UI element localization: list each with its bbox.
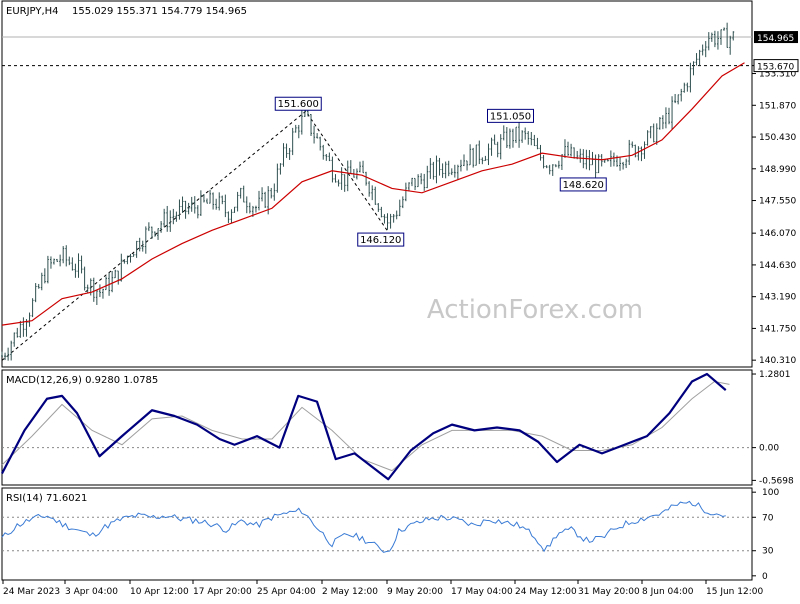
rsi-title: RSI(14) 71.6021 [6,493,87,504]
price-ytick-label: 148.990 [759,165,796,175]
x-tick-label: 3 Apr 04:00 [65,587,118,597]
rsi-ytick-label: 100 [762,488,779,498]
price-ytick-label: 147.550 [759,197,796,207]
x-tick-label: 10 Apr 12:00 [130,587,189,597]
price-ytick-label: 146.070 [759,229,796,239]
macd-line [1,372,727,481]
annotation-label: 146.120 [360,235,401,246]
x-tick-label: 15 Jun 12:00 [706,587,763,597]
x-tick-label: 2 May 12:00 [322,587,378,597]
current-price-label: 154.965 [757,34,794,44]
moving-average-line [1,62,745,326]
price-ytick-label: 153.310 [759,70,796,80]
rsi-layer: 100 70 30 0 [1,488,779,582]
x-tick-label: 17 Apr 20:00 [193,587,252,597]
price-ytick-label: 151.870 [759,101,796,111]
annotation-box [357,232,405,247]
macd-ytick-label: 1.2801 [759,370,791,380]
support-level-label: 153.670 [757,63,794,73]
x-tick-label: 8 Jun 04:00 [642,587,694,597]
macd-panel-frame [1,369,753,486]
annotation-label: 148.620 [563,180,604,191]
price-ytick-label: 141.750 [759,324,796,334]
price-ytick-label: 143.190 [759,293,796,303]
rsi-ytick-label: 70 [762,513,774,523]
x-tick-label: 17 May 04:00 [451,587,513,597]
price-panel-frame [1,0,753,368]
price-ytick-label: 144.630 [759,261,796,271]
x-tick-label: 24 Mar 2023 [3,587,60,597]
annotation-box [274,96,322,111]
chart-header-ohlc: 155.029 155.371 154.779 154.965 [72,6,247,17]
x-tick-label: 25 Apr 04:00 [257,587,316,597]
chart-header-symbol: EURJPY,H4 [6,6,59,17]
macd-title: MACD(12,26,9) 0.9280 1.0785 [6,375,158,386]
annotation-box [487,108,534,123]
rsi-ytick-label: 0 [762,572,768,582]
x-tick-label: 31 May 20:00 [578,587,640,597]
annotation-box [559,177,607,192]
x-axis: 24 Mar 2023 3 Apr 04:00 10 Apr 12:00 17 Apr… [2,580,763,597]
price-ytick-label: 150.430 [759,133,796,143]
rsi-line [1,500,726,553]
macd-layer: 1.2801 0.00 -0.5698 [1,370,794,486]
current-price-box [754,31,798,44]
x-tick-label: 24 May 12:00 [515,587,577,597]
price-layer: 153.670153.310 151.870 150.430 148.990 147.5… [1,22,799,366]
annotation-label: 151.600 [278,99,319,110]
watermark-text: ActionForex.com [427,295,643,325]
x-tick-label: 9 May 20:00 [387,587,443,597]
support-level-box [753,59,799,73]
macd-signal-line [1,380,730,472]
macd-ytick-label: 0.00 [759,444,779,454]
macd-ytick-label: -0.5698 [759,476,794,486]
price-ytick-label: 140.310 [759,356,796,366]
rsi-ytick-label: 30 [762,547,774,557]
rsi-panel-frame [1,487,753,581]
annotation-label: 151.050 [490,111,531,122]
